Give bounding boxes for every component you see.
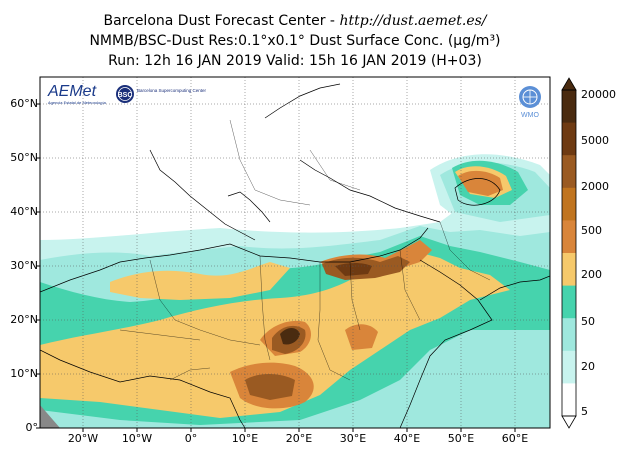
wmo-logo-text: WMO [521, 112, 539, 119]
colorbar-swatch [562, 187, 576, 221]
map-plot-area [40, 77, 550, 428]
colorbar-label: 20000 [581, 88, 616, 101]
lon-label: 50°E [447, 432, 475, 445]
colorbar-min-arrow [561, 415, 577, 429]
lat-label: 30°N [10, 259, 38, 272]
lat-label: 20°N [10, 313, 38, 326]
lon-label: 20°E [285, 432, 313, 445]
title-line-3: Run: 12h 16 JAN 2019 Valid: 15h 16 JAN 2… [108, 53, 482, 69]
lat-label: 40°N [10, 205, 38, 218]
lon-label: 0° [184, 432, 198, 445]
colorbar-label: 20 [581, 360, 595, 373]
colorbar-swatch [562, 220, 576, 254]
colorbar-swatch [562, 155, 576, 189]
dust-field-2000-5000-west-africa [245, 374, 295, 400]
colorbar-label: 2000 [581, 180, 609, 193]
bsc-logo-subtext: Barcelona Supercomputing Center [137, 88, 207, 93]
lon-label: 10°E [231, 432, 259, 445]
colorbar-label: 200 [581, 268, 602, 281]
dust-field-over-5000 [280, 328, 300, 345]
colorbar-swatch [562, 318, 576, 352]
colorbar-swatch [562, 285, 576, 319]
bsc-logo: BSC Barcelona Supercomputing Center [116, 85, 207, 103]
map-frame [39, 76, 551, 429]
colorbar-swatch [562, 90, 576, 124]
grid-lines [40, 77, 550, 428]
lat-label: 60°N [10, 97, 38, 110]
title-line-1: Barcelona Dust Forecast Center - http://… [0, 12, 590, 30]
dust-field-500-2000-arabia [345, 324, 378, 350]
title-line-2: NMMB/BSC-Dust Res:0.1°x0.1° Dust Surface… [89, 33, 501, 49]
country-borders [119, 119, 491, 381]
colorbar [561, 77, 577, 429]
lat-label: 50°N [10, 151, 38, 164]
wmo-logo: WMO [519, 86, 541, 119]
axis-ticks [36, 103, 516, 432]
aemet-logo-subtext: Agencia Estatal de Meteorología [48, 100, 107, 105]
colorbar-label: 5000 [581, 134, 609, 147]
colorbar-label: 50 [581, 315, 595, 328]
dust-field-over-5000-libya [335, 263, 372, 276]
colorbar-swatch [562, 253, 576, 287]
bsc-logo-text: BSC [118, 92, 133, 99]
title-center-name: Barcelona Dust Forecast Center - [103, 13, 340, 29]
lon-label: 10°W [121, 432, 153, 445]
colorbar-label: 5 [581, 405, 588, 418]
colorbar-label: 500 [581, 224, 602, 237]
colorbar-swatch [562, 383, 576, 417]
aemet-logo: AEMet Agencia Estatal de Meteorología [47, 83, 107, 105]
lon-label: 20°W [67, 432, 99, 445]
no-data-corner [40, 405, 60, 428]
lat-label: 0° [25, 421, 39, 434]
colorbar-swatch [562, 122, 576, 156]
lat-label: 10°N [10, 367, 38, 380]
aemet-logo-text: AEMet [47, 83, 97, 100]
colorbar-frame [561, 89, 577, 417]
title-url[interactable]: http://dust.aemet.es/ [339, 13, 487, 29]
lon-label: 60°E [501, 432, 529, 445]
lon-label: 30°E [339, 432, 367, 445]
dust-field-500-2000-caspian [458, 170, 503, 196]
colorbar-max-arrow [561, 77, 577, 91]
colorbar-swatch [562, 350, 576, 384]
lon-label: 40°E [393, 432, 421, 445]
